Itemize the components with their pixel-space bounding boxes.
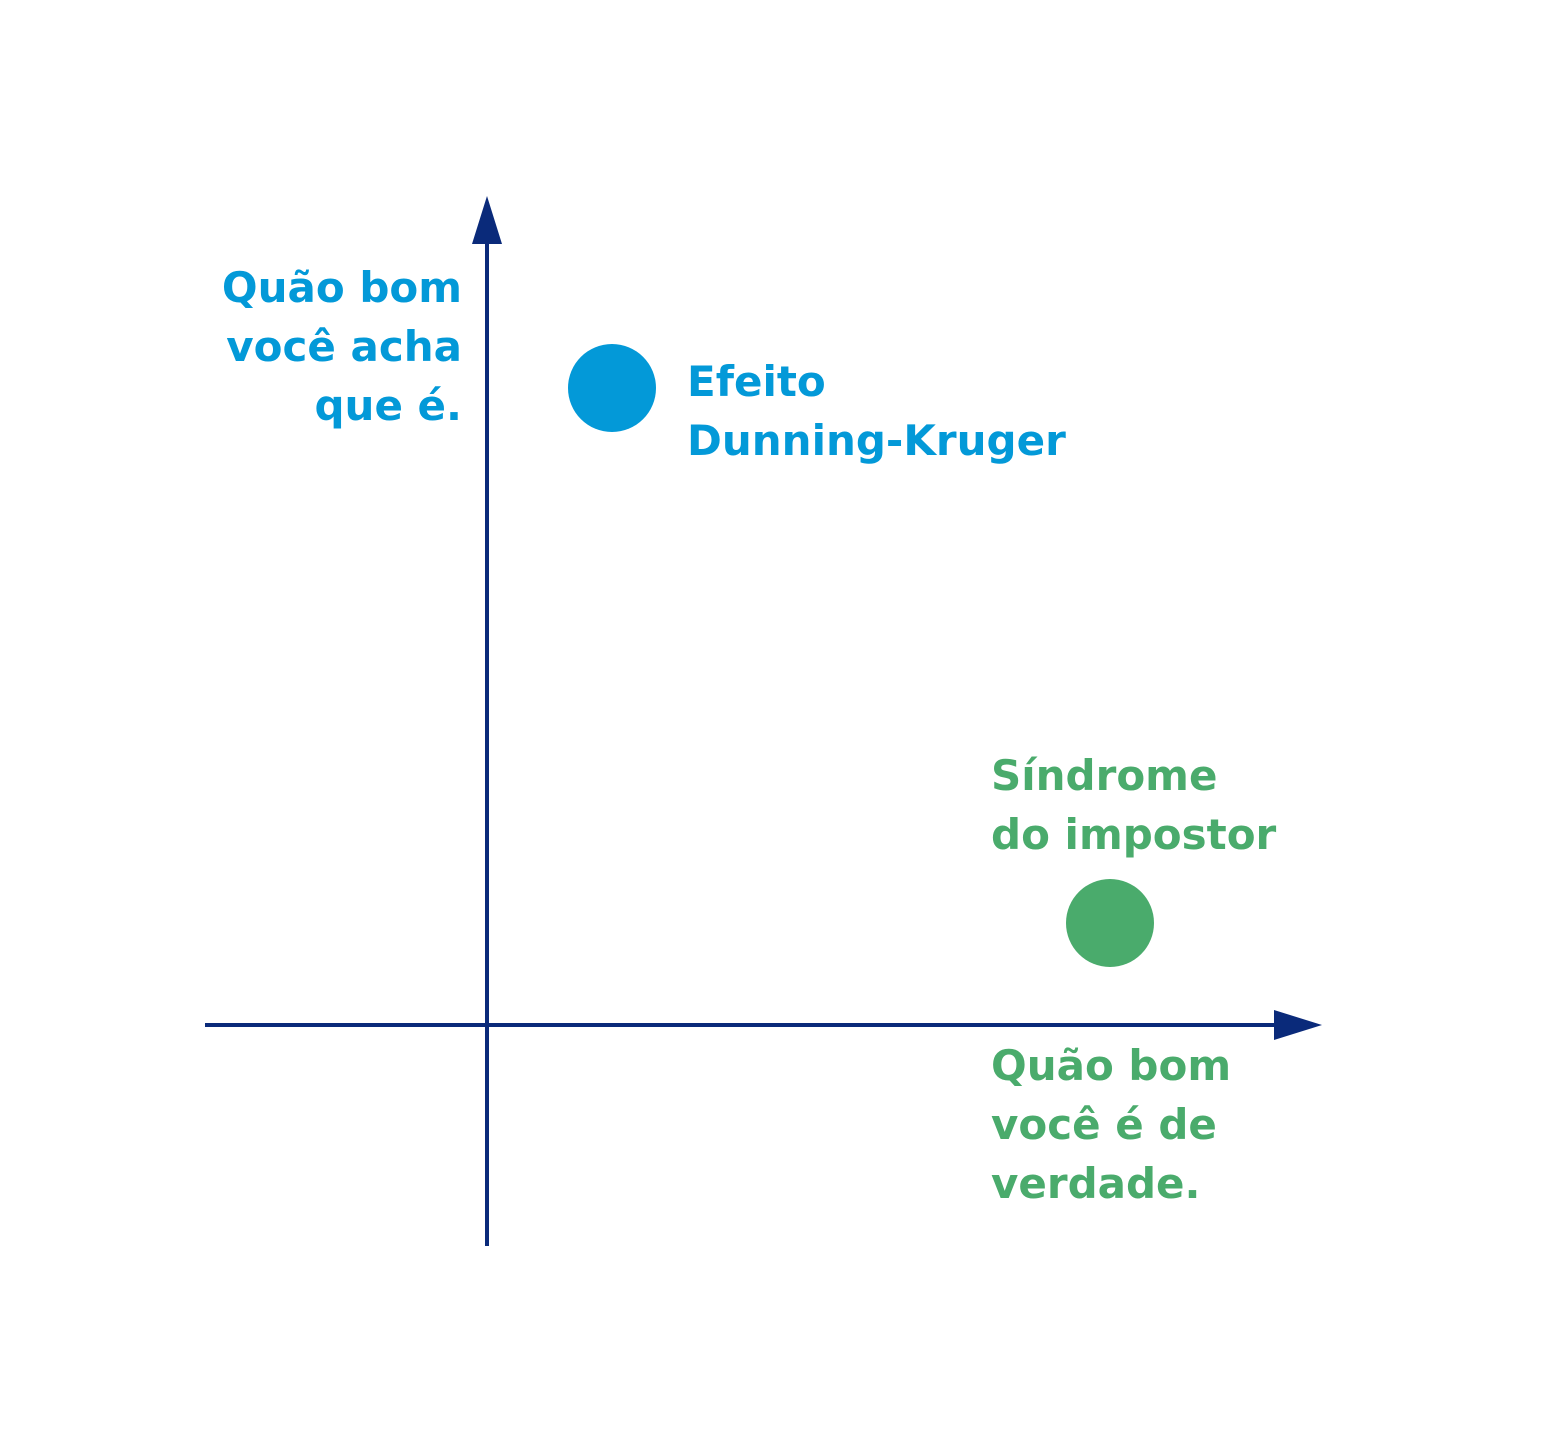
- x-axis-label-line: você é de: [991, 1100, 1217, 1149]
- dunning-kruger-label: Efeito Dunning-Kruger: [687, 352, 1066, 470]
- dunning-kruger-label-line: Dunning-Kruger: [687, 416, 1066, 465]
- y-axis-label-line: Quão bom: [221, 263, 462, 312]
- impostor-syndrome-point: [1066, 879, 1154, 967]
- x-axis-label: Quão bom você é de verdade.: [991, 1036, 1231, 1213]
- impostor-syndrome-label: Síndrome do impostor: [991, 746, 1276, 864]
- y-axis-label-line: você acha: [226, 322, 462, 371]
- y-axis-label-line: que é.: [314, 381, 462, 430]
- dunning-kruger-label-line: Efeito: [687, 357, 826, 406]
- y-axis-arrowhead: [472, 196, 502, 244]
- dunning-kruger-point: [568, 344, 656, 432]
- impostor-syndrome-label-line: Síndrome: [991, 751, 1218, 800]
- x-axis-arrowhead: [1274, 1010, 1322, 1040]
- y-axis-label: Quão bom você acha que é.: [222, 258, 462, 435]
- x-axis-label-line: verdade.: [991, 1159, 1201, 1208]
- impostor-syndrome-label-line: do impostor: [991, 810, 1277, 859]
- x-axis-label-line: Quão bom: [991, 1041, 1232, 1090]
